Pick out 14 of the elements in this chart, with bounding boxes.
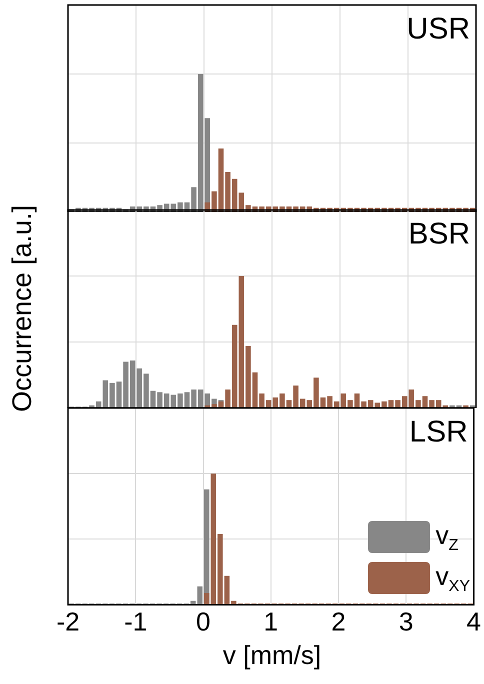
legend-label: v$_{XY}$ xyxy=(436,560,470,596)
x-tick-label: 1 xyxy=(264,606,278,637)
x-tick-label: 3 xyxy=(398,606,414,637)
x-tick-label: 0 xyxy=(196,606,210,637)
x-tick-label: 2 xyxy=(331,606,346,637)
x-tick-label: -1 xyxy=(124,606,148,637)
legend-label: v$_{Z}$ xyxy=(436,520,458,555)
y-axis-title: Occurrence [a.u.] xyxy=(6,204,38,412)
text: USR xyxy=(406,12,470,46)
text: LSR xyxy=(409,415,468,448)
x-axis-title: v [mm/s] xyxy=(222,640,322,671)
x-tick-label: 4 xyxy=(466,606,482,637)
text: BSR xyxy=(408,217,470,250)
x-tick-label: -2 xyxy=(56,606,80,637)
